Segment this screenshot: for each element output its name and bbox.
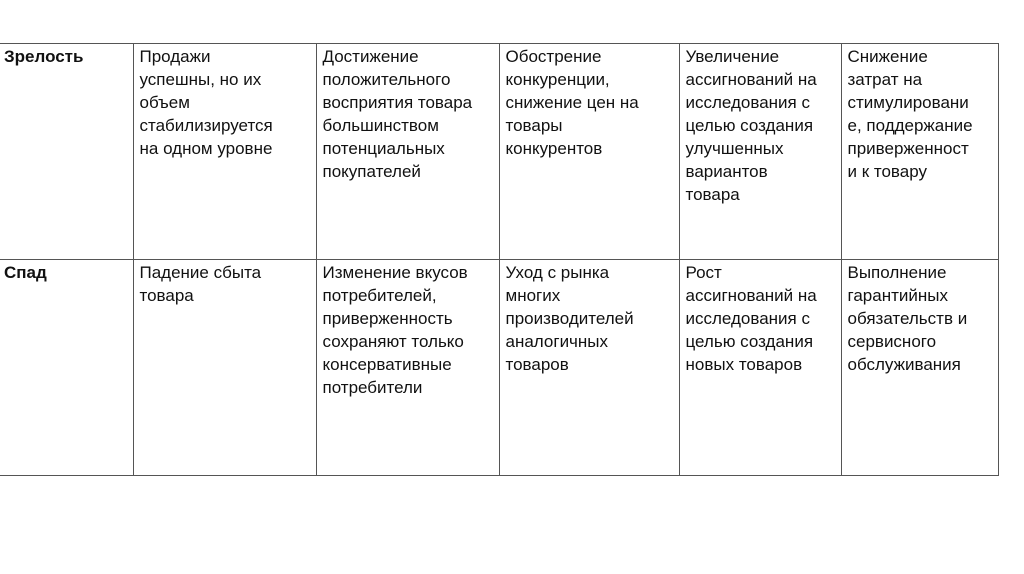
table-row-decline: Спад Падение сбыта товара Изменение вкус… [0, 259, 999, 476]
table-cell: Обострение конкуренции, снижение цен на … [498, 43, 680, 260]
table-row-maturity: Зрелость Продажи успешны, но их объем ст… [0, 43, 999, 260]
table-cell: Достижение положительного восприятия тов… [315, 43, 500, 260]
table-cell: Выполнение гарантийных обязательств и се… [840, 259, 999, 476]
table-cell: Уход с рынка многих производителей анало… [498, 259, 680, 476]
stage-label: Зрелость [0, 43, 134, 260]
table-cell: Снижение затрат на стимулировани е, подд… [840, 43, 999, 260]
lifecycle-table: Зрелость Продажи успешны, но их объем ст… [0, 43, 999, 476]
table-cell: Увеличение ассигнований на исследования … [678, 43, 842, 260]
table-cell: Продажи успешны, но их объем стабилизиру… [132, 43, 317, 260]
table-cell: Рост ассигнований на исследования с цель… [678, 259, 842, 476]
table-cell: Изменение вкусов потребителей, привержен… [315, 259, 500, 476]
stage-label: Спад [0, 259, 134, 476]
table-cell: Падение сбыта товара [132, 259, 317, 476]
